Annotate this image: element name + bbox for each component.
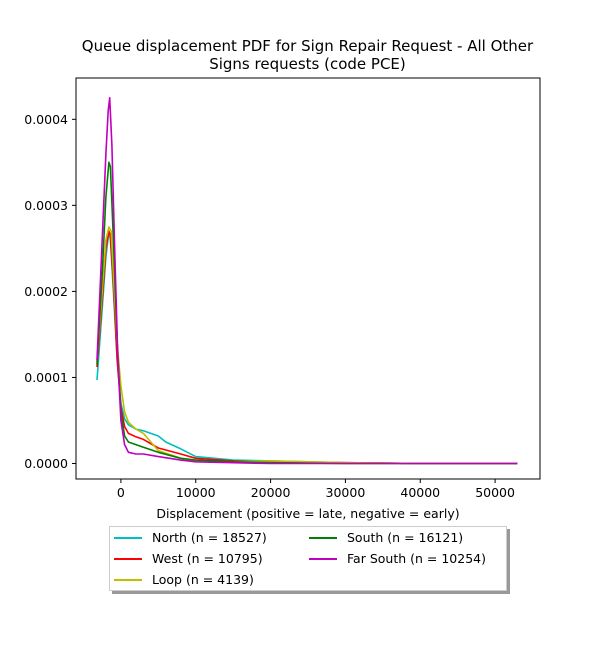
legend-line-north	[114, 536, 142, 539]
series-line-1	[96, 230, 518, 465]
x-tick-label-0: 0	[117, 485, 125, 500]
series-line-0	[96, 230, 518, 465]
plot-frame	[75, 77, 541, 480]
legend-label-north: North (n = 18527)	[152, 530, 267, 545]
y-tick-label-4: 0.0004	[24, 112, 68, 127]
y-tick-label-2: 0.0002	[24, 284, 68, 299]
legend-label-loop: Loop (n = 4139)	[152, 572, 254, 587]
x-tick-label-5: 50000	[475, 485, 515, 500]
legend-item-loop: Loop (n = 4139)	[114, 572, 254, 587]
legend-line-west	[114, 557, 142, 560]
legend-item-north: North (n = 18527)	[114, 530, 267, 545]
legend-line-loop	[114, 578, 142, 581]
chart-title-line-2: Signs requests (code PCE)	[209, 55, 406, 73]
x-tick-label-4: 40000	[400, 485, 440, 500]
plot-area: 0 10000 20000 30000 40000 50000 0.0000 0.0001 0.…	[24, 77, 541, 500]
legend-line-south	[309, 536, 337, 539]
chart-title-line-1: Queue displacement PDF for Sign Repair R…	[81, 37, 534, 55]
legend-line-far-south	[309, 557, 337, 560]
y-tick-label-0: 0.0000	[24, 456, 68, 471]
legend-item-far-south: Far South (n = 10254)	[309, 551, 486, 566]
legend-label-west: West (n = 10795)	[152, 551, 263, 566]
legend-label-south: South (n = 16121)	[347, 530, 464, 545]
y-tick-label-1: 0.0001	[24, 370, 68, 385]
legend-item-south: South (n = 16121)	[309, 530, 463, 545]
x-tick-label-2: 20000	[251, 485, 291, 500]
series-line-4	[96, 97, 518, 465]
series-line-3	[96, 161, 518, 465]
legend-label-far-south: Far South (n = 10254)	[347, 551, 486, 566]
x-tick-label-1: 10000	[176, 485, 216, 500]
series-line-2	[96, 226, 518, 465]
legend: North (n = 18527) West (n = 10795) Loop …	[109, 526, 507, 591]
x-axis-label: Displacement (positive = late, negative …	[156, 506, 460, 521]
y-tick-label-3: 0.0003	[24, 198, 68, 213]
x-tick-label-3: 30000	[326, 485, 366, 500]
legend-item-west: West (n = 10795)	[114, 551, 263, 566]
